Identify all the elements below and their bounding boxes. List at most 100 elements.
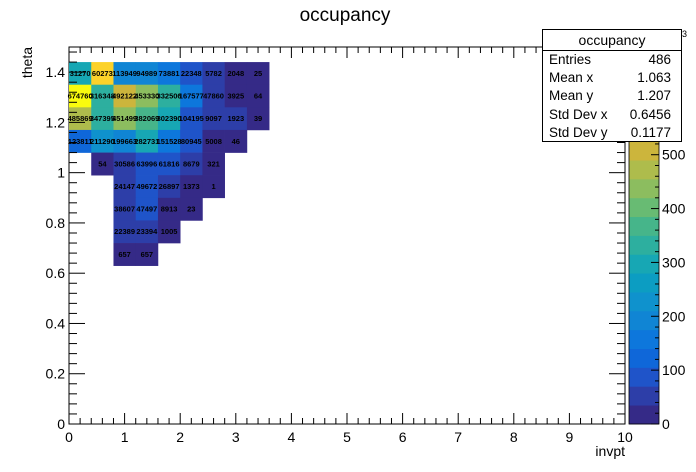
stats-row-entries: Entries 486 bbox=[543, 51, 681, 69]
cell-value-label: 94989 bbox=[136, 69, 157, 78]
cell-value-label: 23 bbox=[187, 205, 195, 214]
cell-value-label: 8913 bbox=[161, 205, 178, 214]
cell-value-label: 8679 bbox=[183, 159, 200, 168]
heatmap-cell bbox=[135, 220, 159, 244]
chart-title: occupancy bbox=[300, 5, 391, 26]
x-tick-label: 8 bbox=[510, 429, 518, 445]
heatmap-cell bbox=[135, 62, 159, 85]
x-axis: 0 1 2 3 4 5 6 7 8 9 10 bbox=[65, 47, 633, 445]
cell-value-label: 47497 bbox=[136, 205, 157, 214]
color-scale-tick-label: 0 bbox=[662, 416, 670, 432]
heatmap-cell bbox=[224, 107, 248, 131]
heatmap-cell bbox=[69, 129, 92, 153]
heatmap-cell bbox=[157, 197, 181, 221]
stats-title: occupancy bbox=[543, 30, 681, 51]
cell-value-label: 332506 bbox=[157, 92, 182, 101]
cell-value-label: 22389 bbox=[114, 227, 135, 236]
heatmap-cell bbox=[157, 129, 181, 153]
x-axis-label: invpt bbox=[595, 443, 625, 459]
heatmap-cell bbox=[113, 175, 137, 199]
cell-value-label: 657 bbox=[141, 250, 154, 259]
heatmap-cell bbox=[180, 175, 203, 199]
heatmap-cell bbox=[246, 107, 270, 131]
cell-value-label: 30586 bbox=[114, 159, 135, 168]
heatmap-cell bbox=[224, 129, 248, 153]
heatmap-cell bbox=[135, 129, 159, 153]
cell-value-label: 25 bbox=[254, 69, 262, 78]
heatmap-cell bbox=[202, 175, 225, 199]
stats-label: Std Dev x bbox=[549, 106, 608, 122]
color-scale-band bbox=[629, 254, 659, 274]
heatmap-cell-labels: 31270 60273 113949 94989 73881 22348 5782 2048 2… bbox=[68, 69, 263, 259]
color-scale-band bbox=[629, 235, 659, 255]
x-tick-label: 3 bbox=[232, 429, 240, 445]
color-scale-band bbox=[629, 197, 659, 218]
x-tick-label: 2 bbox=[176, 429, 184, 445]
heatmap-cell bbox=[113, 197, 137, 221]
cell-value-label: 60273 bbox=[92, 69, 113, 78]
cell-value-label: 485869 bbox=[68, 114, 93, 123]
cell-value-label: 321 bbox=[207, 159, 220, 168]
heatmap-cell bbox=[180, 152, 203, 176]
heatmap-cell bbox=[135, 107, 159, 131]
cell-value-label: 64 bbox=[254, 92, 263, 101]
cell-value-label: 1005 bbox=[161, 227, 178, 236]
heatmap-cell bbox=[157, 84, 181, 108]
heatmap-cell bbox=[180, 107, 203, 131]
y-tick-label: 0.4 bbox=[46, 315, 66, 331]
color-scale-band bbox=[629, 405, 659, 425]
cell-value-label: 113949 bbox=[112, 69, 137, 78]
x-tick-label: 0 bbox=[65, 429, 73, 445]
color-scale-band bbox=[629, 160, 659, 180]
heatmap-cell bbox=[135, 243, 159, 266]
cell-value-label: 31270 bbox=[70, 69, 91, 78]
cell-value-label: 282731 bbox=[134, 137, 159, 146]
y-axis: 0 0.2 0.4 0.6 0.8 1 1.2 1.4 bbox=[46, 51, 625, 432]
cell-value-label: 1 bbox=[211, 182, 215, 191]
cell-value-label: 211290 bbox=[90, 137, 115, 146]
heatmap-cell bbox=[91, 152, 114, 176]
cell-value-label: 3925 bbox=[227, 92, 244, 101]
heatmap-cell bbox=[180, 62, 203, 85]
heatmap-cell bbox=[113, 84, 137, 108]
stats-row-std-dev-y: Std Dev y 0.1177 bbox=[543, 124, 681, 142]
stats-label: Mean y bbox=[549, 88, 594, 104]
cell-value-label: 451499 bbox=[112, 114, 137, 123]
stats-value: 1.063 bbox=[637, 70, 671, 86]
heatmap-cell bbox=[157, 220, 181, 244]
heatmap-cell bbox=[113, 107, 137, 131]
cell-value-label: 80945 bbox=[181, 137, 202, 146]
stats-box: occupancy Entries 486 Mean x 1.063 Mean y 1… bbox=[542, 29, 682, 142]
heatmap-cell bbox=[157, 62, 181, 85]
cell-value-label: 151528 bbox=[157, 137, 182, 146]
cell-value-label: 316348 bbox=[90, 92, 115, 101]
cell-value-label: 54 bbox=[98, 159, 107, 168]
stats-value: 1.207 bbox=[637, 88, 671, 104]
color-scale-exponent: 3 bbox=[682, 29, 687, 39]
cell-value-label: 104195 bbox=[179, 114, 204, 123]
y-tick-label: 0.2 bbox=[46, 366, 66, 382]
cell-value-label: 26897 bbox=[159, 182, 180, 191]
heatmap-cell bbox=[202, 152, 225, 176]
color-scale-band bbox=[629, 310, 659, 331]
stats-row-std-dev-x: Std Dev x 0.6456 bbox=[543, 106, 681, 124]
stats-value: 0.1177 bbox=[630, 124, 671, 140]
cell-value-label: 302390 bbox=[157, 114, 182, 123]
cell-value-label: 46 bbox=[232, 137, 240, 146]
color-scale-band bbox=[629, 292, 659, 312]
x-tick-label: 10 bbox=[617, 429, 633, 445]
heatmap-cell bbox=[246, 62, 270, 85]
color-scale-axis: 0 100 200 300 400 500 bbox=[651, 57, 686, 432]
color-scale-band bbox=[629, 216, 659, 236]
cell-value-label: 1373 bbox=[183, 182, 200, 191]
color-scale-tick-label: 200 bbox=[662, 308, 686, 324]
color-scale-tick-label: 500 bbox=[662, 147, 686, 163]
cell-value-label: 61816 bbox=[159, 159, 180, 168]
cell-value-label: 674760 bbox=[68, 92, 93, 101]
stats-label: Std Dev y bbox=[549, 124, 608, 140]
cell-value-label: 47860 bbox=[203, 92, 224, 101]
cell-value-label: 73881 bbox=[159, 69, 180, 78]
stats-value: 486 bbox=[648, 52, 671, 67]
cell-value-label: 23394 bbox=[136, 227, 158, 236]
